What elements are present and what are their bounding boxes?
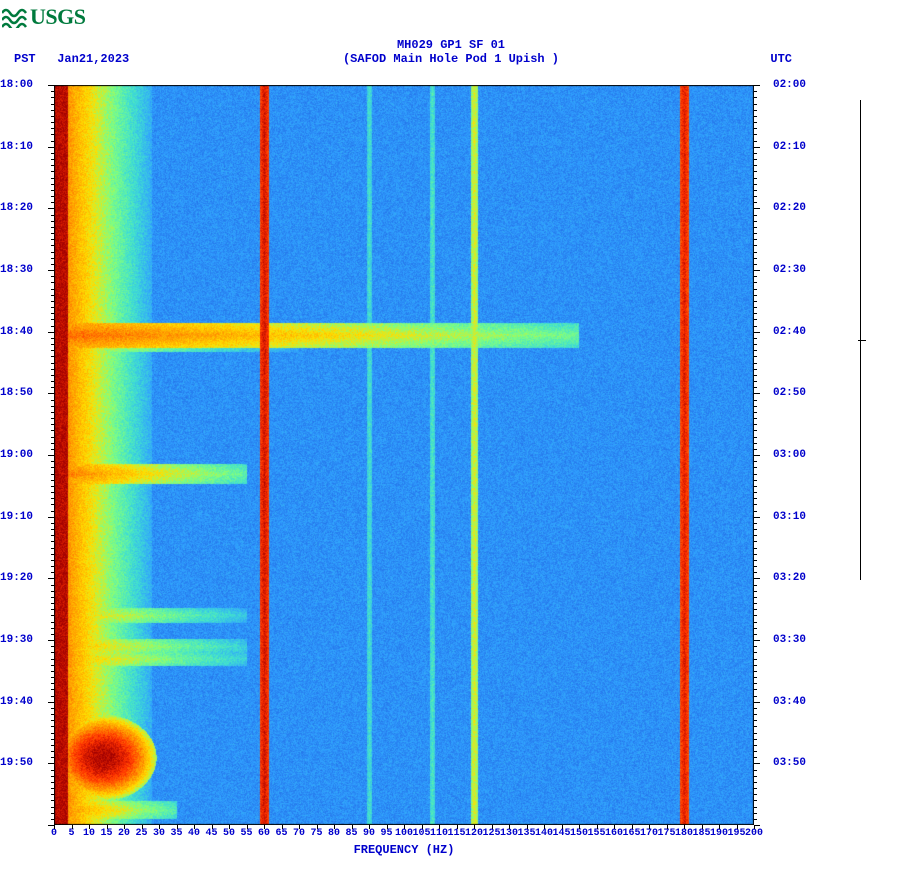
ytick-right: 02:10 (756, 141, 806, 153)
usgs-logo: USGS (2, 4, 85, 30)
y-axis-right: 02:0002:1002:2002:3002:4002:5003:0003:10… (756, 85, 806, 825)
ytick-right: 03:10 (756, 511, 806, 523)
chart-title: MH029 GP1 SF 01 (SAFOD Main Hole Pod 1 U… (0, 38, 902, 66)
tz-right: UTC (770, 52, 792, 66)
x-axis-label: FREQUENCY (HZ) (54, 843, 754, 857)
ytick-left: 18:50 (0, 387, 52, 399)
title-line1: MH029 GP1 SF 01 (0, 38, 902, 52)
ytick-right: 02:20 (756, 202, 806, 214)
y-axis-left: 18:0018:1018:2018:3018:4018:5019:0019:10… (0, 85, 52, 825)
ytick-right: 02:40 (756, 326, 806, 338)
ytick-right: 03:50 (756, 757, 806, 769)
ytick-right: 02:00 (756, 79, 806, 91)
header-left: PST Jan21,2023 (14, 52, 129, 66)
ytick-right: 02:50 (756, 387, 806, 399)
ytick-left: 18:40 (0, 326, 52, 338)
tick-marks-right (754, 85, 760, 825)
ytick-left: 18:10 (0, 141, 52, 153)
ytick-right: 03:20 (756, 572, 806, 584)
spectrogram-plot (54, 85, 754, 825)
scale-tick (858, 340, 866, 341)
ytick-left: 18:20 (0, 202, 52, 214)
wave-icon (2, 6, 28, 28)
ytick-left: 19:40 (0, 696, 52, 708)
ytick-right: 03:30 (756, 634, 806, 646)
spectrogram-canvas (54, 85, 754, 825)
ytick-left: 19:50 (0, 757, 52, 769)
tick-marks-left (48, 85, 54, 825)
ytick-right: 02:30 (756, 264, 806, 276)
ytick-left: 19:20 (0, 572, 52, 584)
title-line2: (SAFOD Main Hole Pod 1 Upish ) (0, 52, 902, 66)
tick-marks-bottom (54, 825, 754, 831)
logo-text: USGS (30, 4, 85, 30)
ytick-right: 03:40 (756, 696, 806, 708)
ytick-left: 19:10 (0, 511, 52, 523)
ytick-right: 03:00 (756, 449, 806, 461)
date: Jan21,2023 (57, 52, 129, 66)
ytick-left: 19:30 (0, 634, 52, 646)
ytick-left: 18:30 (0, 264, 52, 276)
tz-left: PST (14, 52, 36, 66)
ytick-left: 19:00 (0, 449, 52, 461)
ytick-left: 18:00 (0, 79, 52, 91)
